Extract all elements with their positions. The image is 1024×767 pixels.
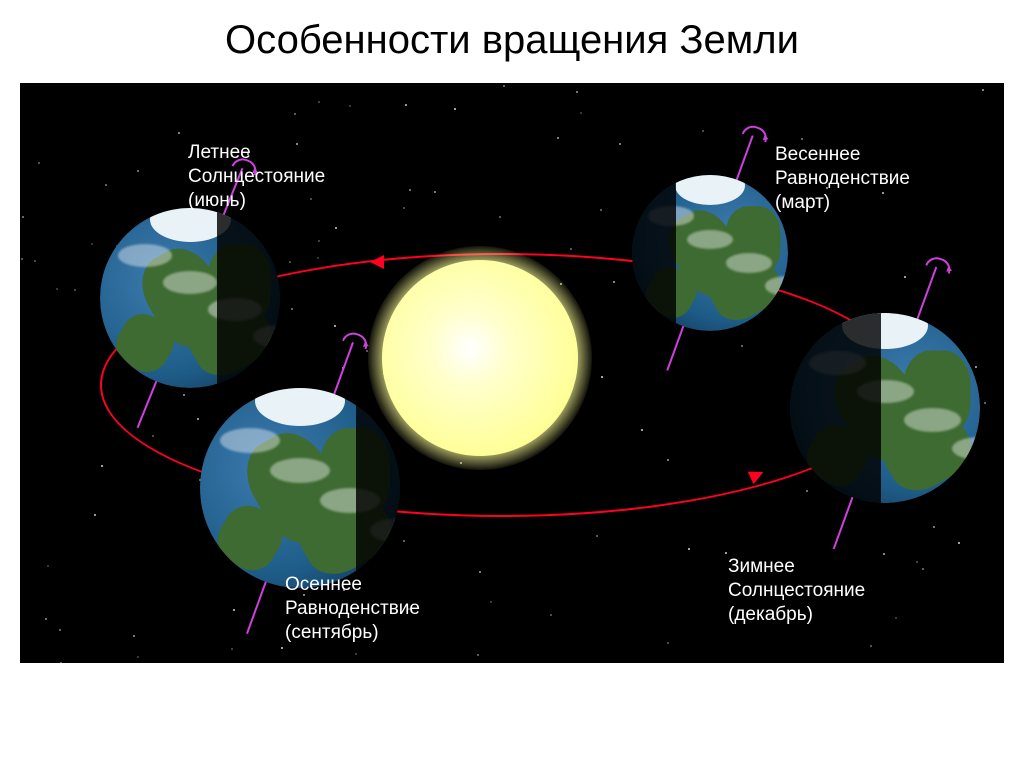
earth-december bbox=[790, 313, 980, 503]
label-march-line2: Равноденствие bbox=[775, 167, 910, 191]
label-september-line1: Осеннее bbox=[285, 573, 420, 597]
label-december-line1: Зимнее bbox=[728, 555, 865, 579]
diagram-stage: ЛетнееСолнцестояние(июнь)ВесеннееРавноде… bbox=[20, 83, 1004, 663]
label-december: ЗимнееСолнцестояние(декабрь) bbox=[728, 555, 865, 626]
earth-march bbox=[632, 175, 788, 331]
label-september-line3: (сентябрь) bbox=[285, 621, 420, 645]
page-title: Особенности вращения Земли bbox=[0, 0, 1024, 73]
label-december-line2: Солнцестояние bbox=[728, 579, 865, 603]
label-june-line2: Солнцестояние bbox=[188, 165, 325, 189]
label-june: ЛетнееСолнцестояние(июнь) bbox=[188, 141, 325, 212]
label-march-line3: (март) bbox=[775, 191, 910, 215]
label-september: ОсеннееРавноденствие(сентябрь) bbox=[285, 573, 420, 644]
orbit-arrow bbox=[370, 255, 384, 269]
label-september-line2: Равноденствие bbox=[285, 597, 420, 621]
label-june-line3: (июнь) bbox=[188, 189, 325, 213]
sun bbox=[382, 260, 578, 456]
label-december-line3: (декабрь) bbox=[728, 603, 865, 627]
label-march: ВесеннееРавноденствие(март) bbox=[775, 143, 910, 214]
label-june-line1: Летнее bbox=[188, 141, 325, 165]
diagram-container: ЛетнееСолнцестояние(июнь)ВесеннееРавноде… bbox=[0, 83, 1024, 703]
label-march-line1: Весеннее bbox=[775, 143, 910, 167]
earth-june bbox=[100, 208, 280, 388]
earth-september bbox=[200, 388, 400, 588]
